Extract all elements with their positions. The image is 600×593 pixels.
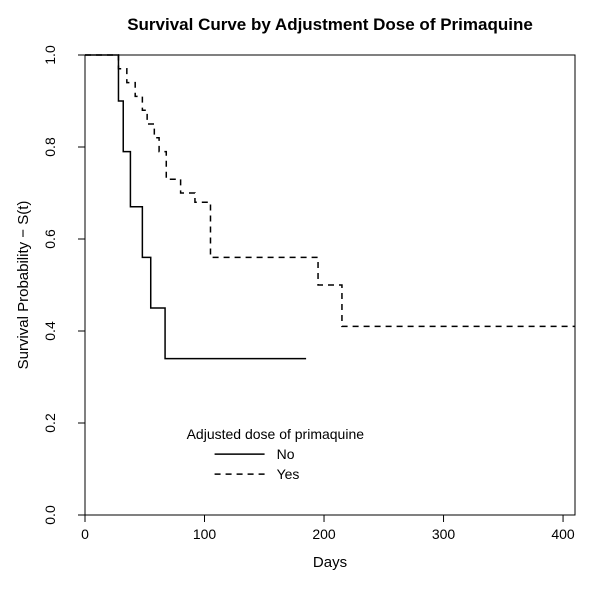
x-tick-label: 300 <box>432 526 456 542</box>
y-tick-label: 1.0 <box>42 45 58 65</box>
y-tick-label: 0.2 <box>42 413 58 433</box>
legend-label-no: No <box>277 446 295 462</box>
legend-title: Adjusted dose of primaquine <box>187 426 365 442</box>
y-tick-label: 0.4 <box>42 321 58 341</box>
chart-title: Survival Curve by Adjustment Dose of Pri… <box>127 15 533 34</box>
survival-chart: 0 100 200 300 400 0.0 0.2 0.4 0.6 0.8 1.0 Days Survi… <box>0 0 600 593</box>
legend-label-yes: Yes <box>277 466 300 482</box>
chart-container: 0 100 200 300 400 0.0 0.2 0.4 0.6 0.8 1.0 Days Survi… <box>0 0 600 593</box>
x-axis-title: Days <box>313 554 347 571</box>
y-tick-label: 0.8 <box>42 137 58 157</box>
x-tick-label: 100 <box>193 526 217 542</box>
series-yes <box>85 55 575 326</box>
x-tick-label: 0 <box>81 526 89 542</box>
y-axis-title: Survival Probability − S(t) <box>15 201 32 370</box>
x-tick-label: 200 <box>312 526 336 542</box>
y-tick-label: 0.0 <box>42 505 58 525</box>
x-tick-label: 400 <box>551 526 575 542</box>
y-tick-label: 0.6 <box>42 229 58 249</box>
series-no <box>85 55 306 359</box>
